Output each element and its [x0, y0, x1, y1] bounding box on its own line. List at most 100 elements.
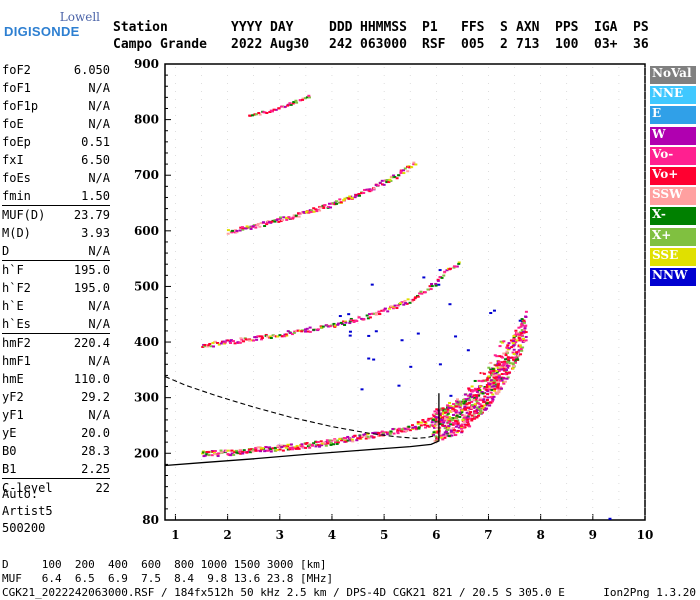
echo-point: [416, 295, 420, 298]
header-hhmmss-label: HHMMSS: [360, 20, 407, 35]
param-label: fxI: [2, 153, 24, 167]
y-tick-label: 400: [134, 335, 159, 349]
echo-point: [357, 316, 361, 319]
echo-point: [442, 274, 446, 277]
echo-point: [226, 449, 230, 452]
legend-item: W: [650, 126, 696, 145]
echo-point: [456, 419, 460, 422]
echo-point: [444, 411, 448, 414]
echo-point: [238, 229, 242, 232]
echo-point: [446, 418, 450, 421]
param-value: 20.0: [81, 426, 110, 440]
echo-point: [348, 322, 352, 325]
echo-point: [468, 398, 472, 401]
echo-point: [349, 317, 353, 320]
profile-dashed-extension: [164, 375, 434, 439]
echo-point: [519, 325, 523, 328]
auto-program: Artist5: [2, 504, 53, 518]
param-row: B1 2.25: [2, 460, 110, 478]
echo-point: [258, 113, 262, 116]
param-row: yF1 N/A: [2, 406, 110, 424]
param-value: N/A: [88, 408, 110, 422]
echo-point: [328, 202, 332, 205]
param-row: M(D) 3.93: [2, 224, 110, 242]
echo-point: [471, 389, 475, 392]
echo-point: [451, 417, 455, 420]
echo-point: [254, 449, 258, 452]
echo-point: [520, 339, 524, 342]
echo-point: [269, 221, 273, 224]
echo-point: [496, 366, 500, 369]
echo-point: [294, 214, 298, 217]
echo-point: [451, 427, 455, 430]
echo-point: [423, 420, 427, 423]
echo-point: [303, 97, 307, 100]
echo-point: [251, 448, 255, 451]
echo-point: [410, 300, 414, 303]
echo-point: [477, 393, 481, 396]
echo-point: [348, 320, 352, 323]
echo-point: [515, 339, 519, 342]
param-row: D N/A: [2, 242, 110, 260]
echo-point: [430, 282, 434, 285]
echo-point: [289, 443, 293, 446]
noise-point: [400, 339, 404, 342]
echo-point: [256, 335, 260, 338]
echo-point: [491, 398, 495, 401]
echo-point: [450, 410, 454, 413]
echo-point: [441, 416, 445, 419]
echo-point: [322, 206, 326, 209]
echo-point: [432, 424, 436, 427]
echo-point: [443, 270, 447, 273]
echo-point: [479, 411, 483, 414]
echo-point: [502, 352, 506, 355]
echo-point: [321, 442, 325, 445]
echo-point: [504, 365, 508, 368]
echo-point: [276, 445, 280, 448]
echo-point: [244, 338, 248, 341]
echo-point: [495, 377, 499, 380]
echo-point: [219, 342, 223, 345]
echo-point: [268, 110, 272, 113]
echo-point: [449, 429, 453, 432]
param-label: hmF2: [2, 336, 31, 350]
echo-point: [452, 413, 456, 416]
echo-point: [497, 387, 501, 390]
echo-point: [500, 364, 504, 367]
echo-point: [445, 416, 449, 419]
echo-point: [380, 309, 384, 312]
echo-point: [483, 407, 487, 410]
echo-point: [346, 439, 350, 442]
echo-point: [466, 394, 470, 397]
echo-point: [285, 218, 289, 221]
echo-point: [319, 440, 323, 443]
echo-point: [399, 170, 403, 173]
echo-point: [446, 422, 450, 425]
echo-point: [343, 197, 347, 200]
echo-point: [334, 324, 338, 327]
echo-point: [497, 389, 501, 392]
echo-point: [508, 347, 512, 350]
y-tick-label: 900: [134, 57, 159, 71]
echo-point: [492, 374, 496, 377]
param-row: h`F 195.0: [2, 260, 110, 279]
echo-point: [470, 419, 474, 422]
echo-point: [478, 412, 482, 415]
echo-point: [512, 340, 516, 343]
echo-point: [468, 395, 472, 398]
echo-point: [506, 366, 510, 369]
echo-point: [524, 310, 528, 313]
echo-point: [512, 358, 516, 361]
echo-point: [431, 418, 435, 421]
echo-point: [524, 324, 528, 327]
echo-point: [514, 341, 518, 344]
echo-point: [273, 220, 277, 223]
echo-point: [491, 368, 495, 371]
echo-point: [426, 424, 430, 427]
echo-point: [503, 352, 507, 355]
echo-point: [515, 352, 519, 355]
echo-point: [305, 210, 309, 213]
echo-point: [478, 385, 482, 388]
echo-point: [455, 431, 459, 434]
echo-point: [336, 439, 340, 442]
